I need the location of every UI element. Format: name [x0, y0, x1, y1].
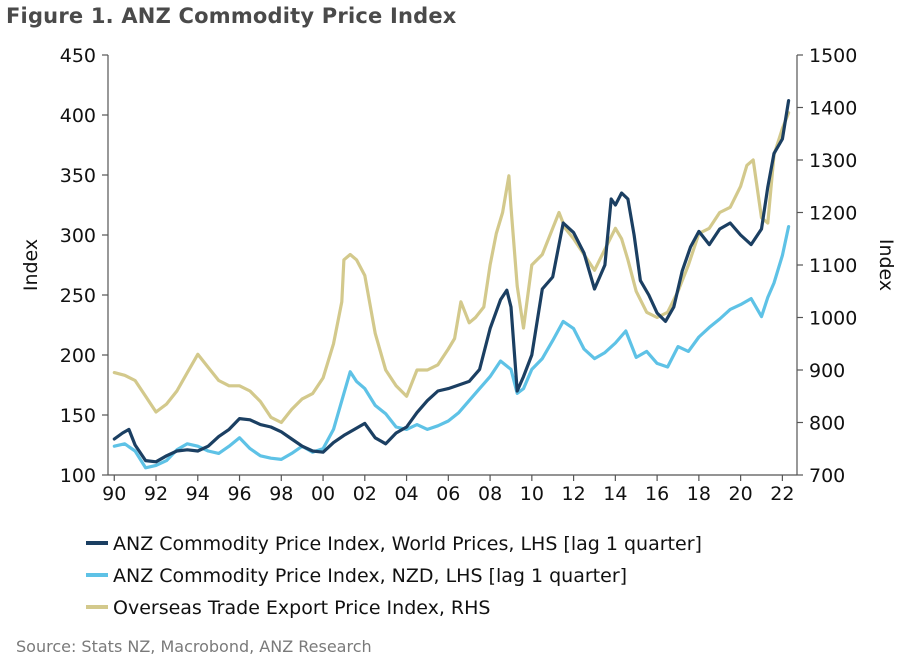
chart-title: Figure 1. ANZ Commodity Price Index	[6, 4, 457, 28]
right-tick-label: 1100	[809, 255, 857, 277]
right-tick-label: 1000	[809, 308, 857, 330]
x-tick-label: 22	[770, 483, 794, 505]
x-tick-label: 12	[562, 483, 586, 505]
series-layer	[112, 98, 791, 470]
left-tick-label: 300	[60, 225, 96, 247]
left-tick-label: 450	[60, 45, 96, 67]
legend-label-3: Overseas Trade Export Price Index, RHS	[113, 597, 491, 619]
x-tick-label: 96	[227, 483, 251, 505]
x-tick-label: 94	[186, 483, 210, 505]
right-tick-label: 800	[809, 413, 845, 435]
x-tick-label: 10	[520, 483, 544, 505]
series-line-2	[112, 225, 791, 470]
right-y-ticks: 700 800 900 1000 1100 1200 1300 1400 1500	[797, 45, 857, 487]
plot-frame	[107, 55, 798, 476]
left-tick-label: 100	[60, 465, 96, 487]
legend: ANZ Commodity Price Index, World Prices,…	[86, 533, 702, 619]
x-tick-label: 04	[394, 483, 418, 505]
left-tick-label: 250	[60, 285, 96, 307]
x-tick-label: 90	[102, 483, 126, 505]
legend-label-1: ANZ Commodity Price Index, World Prices,…	[113, 533, 702, 555]
x-tick-label: 14	[603, 483, 627, 505]
right-tick-label: 1300	[809, 150, 857, 172]
x-tick-label: 08	[478, 483, 502, 505]
left-tick-label: 200	[60, 345, 96, 367]
right-tick-label: 1500	[809, 45, 857, 67]
source-note: Source: Stats NZ, Macrobond, ANZ Researc…	[16, 637, 372, 656]
legend-label-2: ANZ Commodity Price Index, NZD, LHS [lag…	[113, 565, 627, 587]
x-tick-label: 02	[353, 483, 377, 505]
right-tick-label: 700	[809, 465, 845, 487]
x-tick-label: 18	[687, 483, 711, 505]
right-tick-label: 1200	[809, 203, 857, 225]
right-tick-label: 900	[809, 360, 845, 382]
x-tick-label: 92	[144, 483, 168, 505]
x-tick-label: 00	[311, 483, 335, 505]
right-tick-label: 1400	[809, 98, 857, 120]
x-tick-label: 98	[269, 483, 293, 505]
series-line-3	[112, 111, 791, 425]
left-y-ticks: 100 150 200 250 300 350 400 450	[60, 45, 108, 487]
x-tick-label: 06	[436, 483, 460, 505]
left-tick-label: 150	[60, 405, 96, 427]
series-line-1	[112, 98, 791, 464]
left-axis-title: Index	[20, 239, 42, 291]
left-tick-label: 400	[60, 105, 96, 127]
x-ticks: 90 92 94 96 98 00 02 04 06 08 10 12 14 16 18 20 22	[102, 475, 794, 505]
right-axis-title: Index	[875, 239, 897, 291]
x-tick-label: 20	[729, 483, 753, 505]
left-tick-label: 350	[60, 165, 96, 187]
x-tick-label: 16	[645, 483, 669, 505]
